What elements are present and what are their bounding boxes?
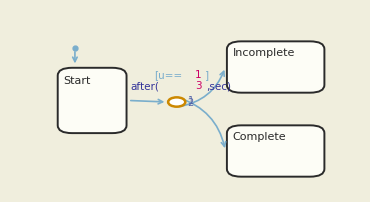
Text: 3: 3 — [195, 81, 202, 91]
Text: Incomplete: Incomplete — [233, 47, 295, 58]
Text: 2: 2 — [188, 98, 194, 108]
Text: 1: 1 — [188, 96, 194, 106]
Text: 1: 1 — [195, 70, 202, 80]
Text: Start: Start — [64, 76, 91, 86]
FancyBboxPatch shape — [227, 41, 324, 93]
Text: [u==: [u== — [154, 70, 182, 80]
FancyBboxPatch shape — [227, 125, 324, 177]
Text: Complete: Complete — [233, 132, 286, 142]
Text: ]: ] — [205, 70, 209, 80]
FancyBboxPatch shape — [58, 68, 127, 133]
Text: after(: after( — [130, 81, 159, 91]
Text: ,sec): ,sec) — [206, 81, 231, 91]
Circle shape — [168, 97, 185, 107]
